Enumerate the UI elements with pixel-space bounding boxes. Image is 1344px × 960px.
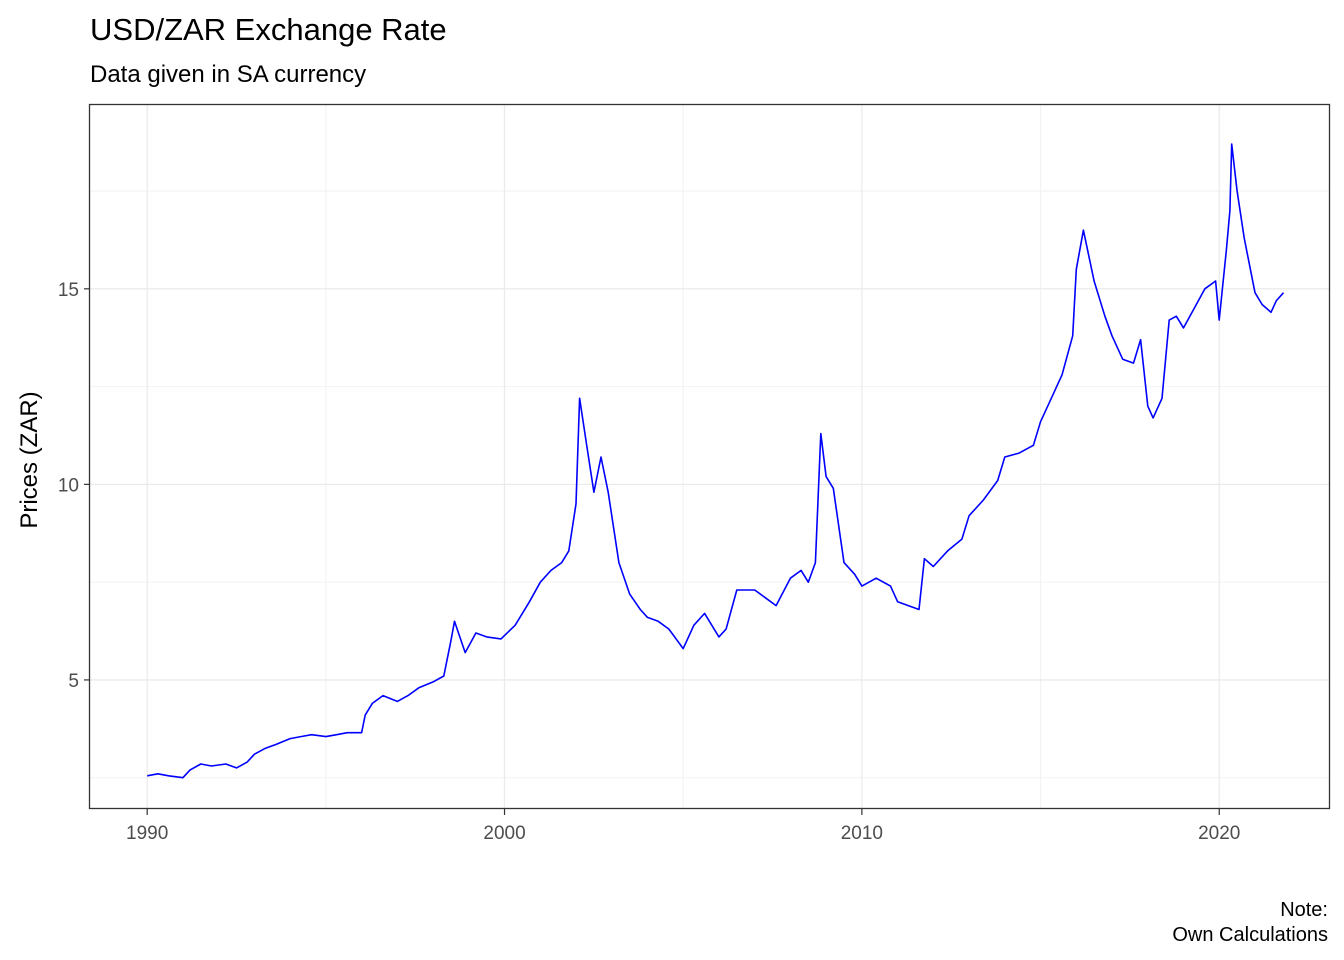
- plot-panel-border: [88, 103, 1331, 810]
- x-tick-label: 1990: [126, 823, 168, 844]
- major-gridlines: [90, 105, 1330, 809]
- minor-gridlines: [90, 105, 1330, 809]
- chart-subtitle: Data given in SA currency: [90, 61, 367, 88]
- chart-title: USD/ZAR Exchange Rate: [90, 12, 447, 47]
- chart-caption: Note: Own Calculations: [1172, 898, 1328, 948]
- caption-note: Note:: [1280, 899, 1328, 921]
- caption-source: Own Calculations: [1172, 924, 1328, 946]
- y-tick-label: 15: [58, 280, 79, 301]
- y-tick-label: 10: [58, 475, 79, 496]
- x-tick-label: 2000: [483, 823, 525, 844]
- y-tick-label: 5: [68, 671, 79, 692]
- x-axis: 1990 2000 2010 2020: [126, 809, 1240, 844]
- x-tick-label: 2020: [1198, 823, 1240, 844]
- exchange-rate-line: [147, 143, 1285, 779]
- x-tick-label: 2010: [841, 823, 883, 844]
- y-axis: 5 10 15: [58, 280, 90, 692]
